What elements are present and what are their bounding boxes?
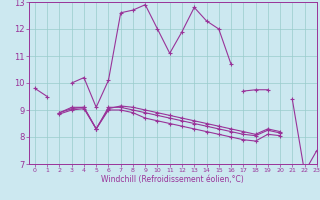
X-axis label: Windchill (Refroidissement éolien,°C): Windchill (Refroidissement éolien,°C) — [101, 175, 244, 184]
